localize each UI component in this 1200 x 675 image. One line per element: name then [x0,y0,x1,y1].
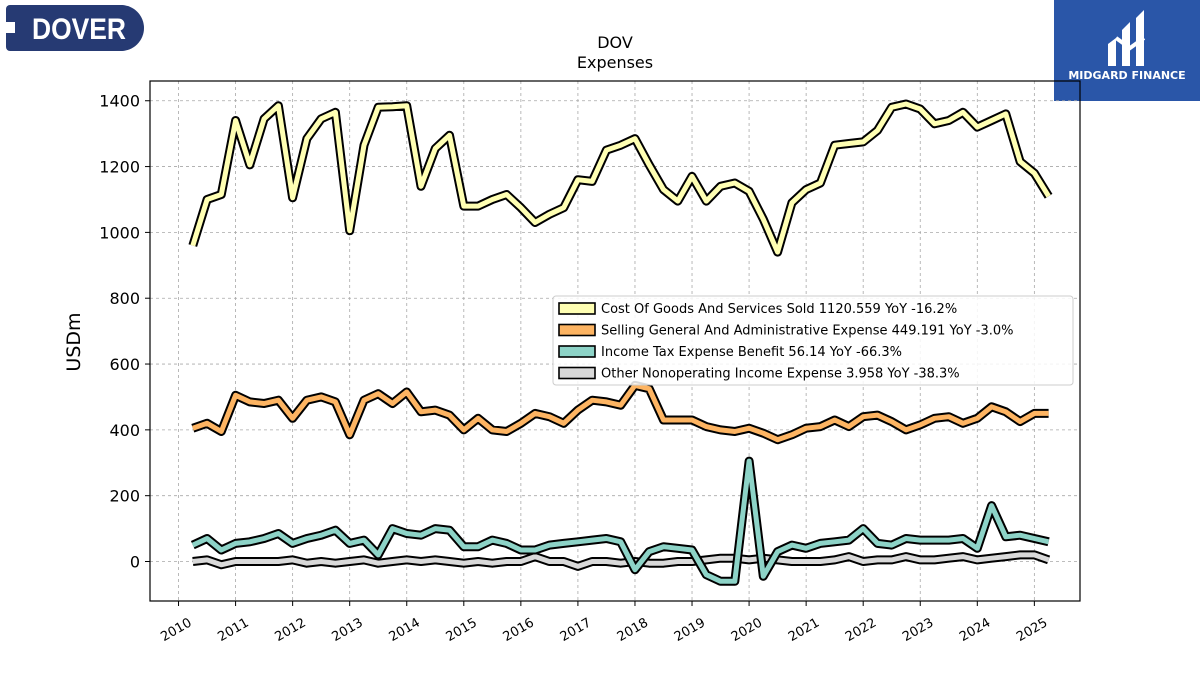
x-tick-label: 2012 [272,615,308,645]
series-cogs [188,99,1053,257]
legend-box [552,295,1074,386]
x-tick-label: 2014 [387,615,423,645]
legend-swatch [558,323,596,337]
series-line [191,382,1049,443]
y-tick-label: 200 [109,487,140,506]
y-tick-label: 0 [130,553,140,572]
legend-swatch [558,302,596,315]
series-lines [188,99,1053,586]
dover-logo-text: DOVER [32,13,126,46]
x-tick-label: 2022 [843,615,879,645]
y-tick-label: 800 [109,289,140,308]
series-sga [191,380,1049,445]
legend-entry: Other Nonoperating Income Expense 3.958 … [601,367,960,382]
midgard-finance-logo: MIDGARD FINANCE [1054,0,1200,101]
series-line [190,101,1051,255]
midgard-logo-text: MIDGARD FINANCE [1068,69,1186,82]
x-tick-label: 2011 [215,615,251,645]
y-tick-label: 1400 [99,92,140,111]
legend-entry: Cost Of Goods And Services Sold 1120.559… [601,302,957,317]
x-tick-label: 2021 [786,615,822,645]
dover-logo: DOVER [6,5,144,51]
x-tick-label: 2013 [330,615,366,645]
legend: Cost Of Goods And Services Sold 1120.559… [552,295,1074,386]
y-tick-label: 1200 [99,158,140,177]
x-tick-label: 2019 [672,615,708,645]
x-tick-label: 2020 [729,615,765,645]
x-tick-label: 2015 [444,615,480,645]
legend-entry: Income Tax Expense Benefit 56.14 YoY -66… [601,345,902,360]
series-line [191,458,1050,584]
y-tick-label: 1000 [99,223,140,242]
y-tick-label: 400 [109,421,140,440]
plot-frame [149,80,1081,602]
midgard-mark-icon [1108,10,1146,66]
series-other [192,550,1051,571]
legend-entry: Selling General And Administrative Expen… [601,324,1014,339]
x-tick-label: 2016 [501,615,537,645]
y-tick-label: 600 [109,355,140,374]
x-tick-label: 2010 [158,615,194,645]
x-tick-label: 2025 [1014,615,1050,645]
x-tick-label: 2024 [957,615,993,645]
legend-swatch [558,345,596,358]
x-tick-label: 2018 [615,615,651,645]
chart-subtitle: Expenses [577,53,653,72]
y-axis-label: USDm [63,312,85,371]
chart-title: DOV [597,33,633,52]
x-tick-label: 2023 [900,615,936,645]
series-tax [190,456,1050,586]
series-line [192,552,1050,569]
x-tick-label: 2017 [558,615,594,645]
legend-swatch [558,366,596,380]
